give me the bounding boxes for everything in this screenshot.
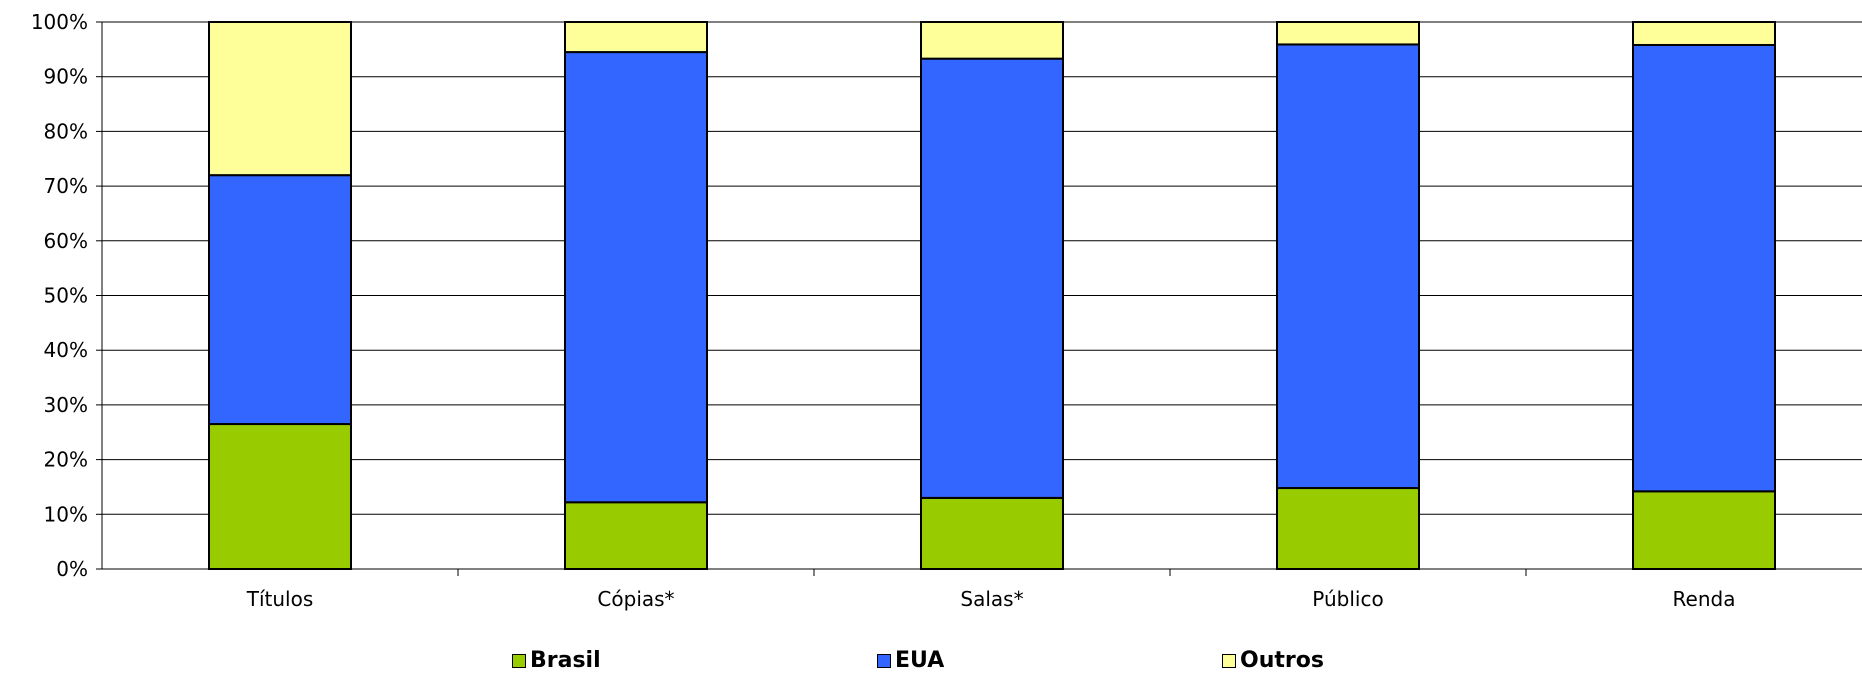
bar-segment-outros: [208, 21, 352, 177]
bar-segment-outros: [564, 21, 708, 54]
y-tick-label: 20%: [44, 448, 88, 472]
bar-segment-outros: [1632, 21, 1776, 46]
x-axis-category-labels: Títulos Cópias* Salas* Público Renda: [246, 587, 1736, 611]
y-axis-tick-labels: 0% 10% 20% 30% 40% 50% 60% 70% 80% 90% 100%: [31, 10, 88, 581]
y-tick-label: 60%: [44, 229, 88, 253]
bar-segment-eua: [208, 174, 352, 426]
y-tick-label: 90%: [44, 65, 88, 89]
x-category-label: Salas*: [960, 587, 1023, 611]
bar-segment-eua: [1632, 43, 1776, 493]
bar-segment-brasil: [1276, 487, 1420, 571]
x-category-label: Cópias*: [597, 587, 674, 611]
y-tick-label: 40%: [44, 338, 88, 362]
y-tick-label: 80%: [44, 119, 88, 143]
bar-segment-brasil: [920, 496, 1064, 571]
y-tick-label: 0%: [56, 557, 88, 581]
x-category-label: Renda: [1673, 587, 1736, 611]
x-category-label: Títulos: [246, 587, 314, 611]
x-category-label: Público: [1312, 587, 1383, 611]
bar-segment-outros: [920, 21, 1064, 60]
y-tick-label: 50%: [44, 284, 88, 308]
y-tick-label: 100%: [31, 10, 88, 34]
bar-segment-eua: [1276, 43, 1420, 490]
bars: [208, 21, 1776, 571]
bar-segment-brasil: [564, 501, 708, 570]
bar-segment-outros: [1276, 21, 1420, 46]
bar-segment-brasil: [208, 423, 352, 571]
bar-segment-eua: [920, 57, 1064, 499]
bar-segment-brasil: [1632, 490, 1776, 570]
y-tick-label: 30%: [44, 393, 88, 417]
y-tick-label: 10%: [44, 502, 88, 526]
y-tick-label: 70%: [44, 174, 88, 198]
bar-segment-eua: [564, 51, 708, 504]
